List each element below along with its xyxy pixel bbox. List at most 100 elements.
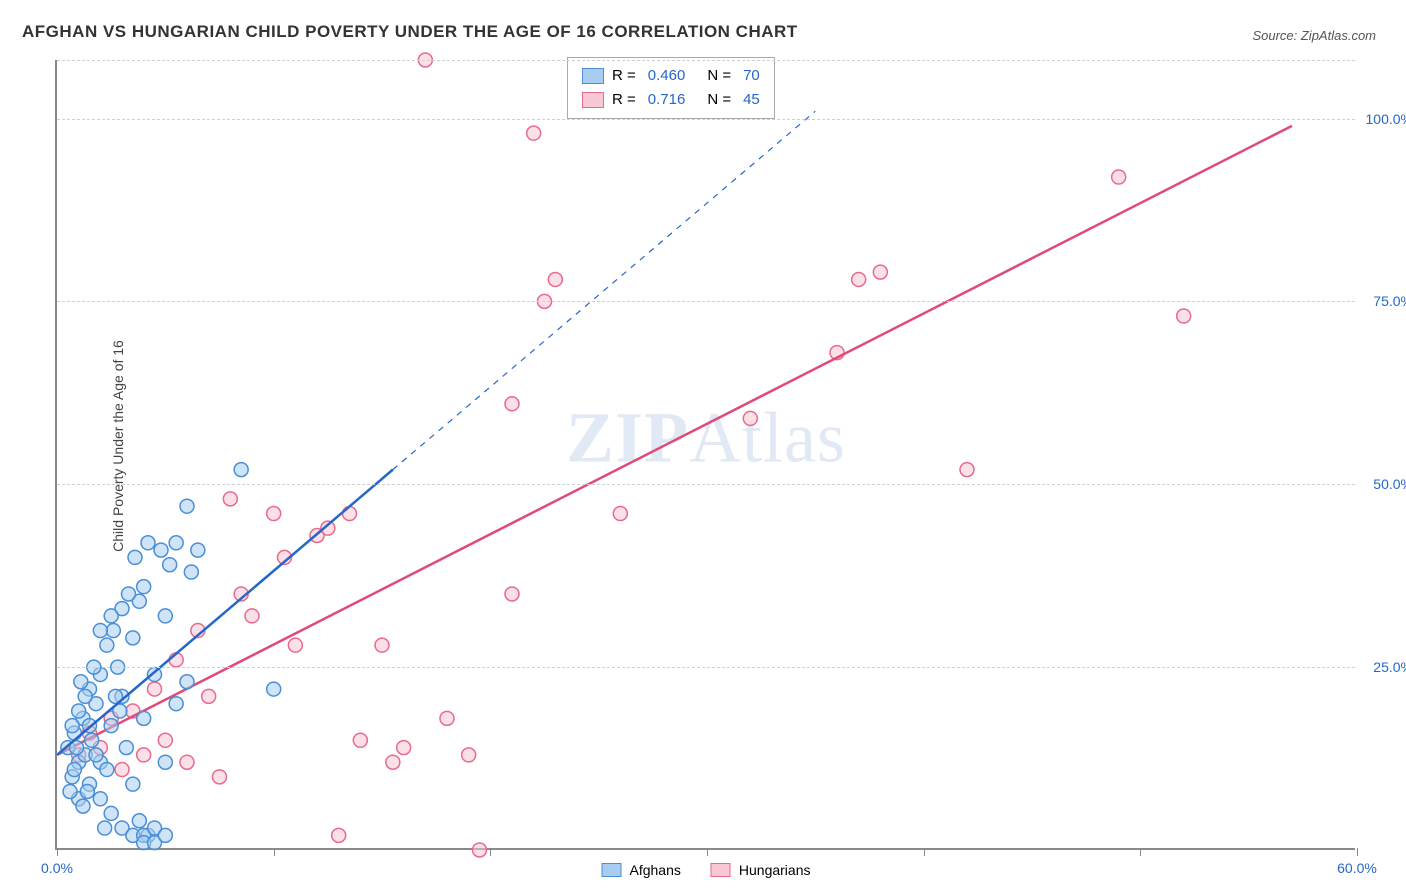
x-tick-label: 60.0% [1337,860,1377,876]
scatter-point-afghans [158,609,172,623]
scatter-point-hungarians [743,411,757,425]
scatter-point-afghans [63,784,77,798]
scatter-point-afghans [78,689,92,703]
scatter-point-afghans [100,638,114,652]
scatter-point-afghans [85,733,99,747]
swatch-hungarians-icon [582,92,604,108]
scatter-point-hungarians [505,397,519,411]
scatter-point-hungarians [873,265,887,279]
scatter-point-afghans [169,697,183,711]
x-tick [1357,848,1358,856]
gridline [57,301,1355,302]
scatter-point-hungarians [158,733,172,747]
scatter-point-hungarians [548,272,562,286]
scatter-point-hungarians [343,507,357,521]
scatter-point-afghans [104,609,118,623]
trend-line-hungarians [57,126,1292,755]
swatch-afghans-icon [602,863,622,877]
scatter-point-afghans [128,550,142,564]
r-value-hungarians: 0.716 [648,88,686,112]
scatter-point-hungarians [267,507,281,521]
scatter-point-hungarians [527,126,541,140]
scatter-point-afghans [65,719,79,733]
scatter-point-afghans [137,711,151,725]
scatter-point-afghans [132,814,146,828]
scatter-svg [57,60,1355,848]
x-tick [57,848,58,856]
scatter-point-afghans [93,624,107,638]
legend-item-hungarians: Hungarians [711,862,811,878]
scatter-point-hungarians [1177,309,1191,323]
legend-label-hungarians: Hungarians [739,862,811,878]
scatter-point-hungarians [223,492,237,506]
scatter-point-afghans [163,558,177,572]
scatter-point-afghans [267,682,281,696]
scatter-point-afghans [100,763,114,777]
scatter-point-afghans [191,543,205,557]
scatter-point-afghans [234,463,248,477]
y-tick-label: 50.0% [1373,476,1406,492]
scatter-point-hungarians [137,748,151,762]
scatter-point-hungarians [852,272,866,286]
scatter-point-hungarians [288,638,302,652]
x-tick [274,848,275,856]
scatter-point-hungarians [960,463,974,477]
scatter-point-afghans [89,748,103,762]
scatter-point-afghans [93,792,107,806]
scatter-point-hungarians [245,609,259,623]
scatter-point-afghans [80,784,94,798]
x-tick-label: 0.0% [41,860,73,876]
scatter-point-hungarians [180,755,194,769]
scatter-point-afghans [122,587,136,601]
chart-title: AFGHAN VS HUNGARIAN CHILD POVERTY UNDER … [22,22,798,42]
scatter-point-afghans [158,755,172,769]
scatter-point-afghans [76,799,90,813]
scatter-point-afghans [169,536,183,550]
swatch-hungarians-icon [711,863,731,877]
x-tick [1140,848,1141,856]
scatter-point-hungarians [440,711,454,725]
scatter-point-afghans [72,704,86,718]
scatter-point-afghans [106,624,120,638]
scatter-point-hungarians [386,755,400,769]
legend-item-afghans: Afghans [602,862,681,878]
swatch-afghans-icon [582,68,604,84]
legend-label-afghans: Afghans [630,862,681,878]
scatter-point-afghans [74,675,88,689]
scatter-point-hungarians [202,689,216,703]
x-tick [924,848,925,856]
y-tick-label: 75.0% [1373,293,1406,309]
scatter-point-afghans [126,777,140,791]
scatter-point-afghans [158,828,172,842]
scatter-point-hungarians [462,748,476,762]
legend-row-afghans: R = 0.460 N = 70 [582,64,760,88]
legend-row-hungarians: R = 0.716 N = 45 [582,88,760,112]
n-value-hungarians: 45 [743,88,760,112]
scatter-point-hungarians [375,638,389,652]
scatter-point-afghans [141,536,155,550]
scatter-point-hungarians [115,763,129,777]
y-tick-label: 25.0% [1373,659,1406,675]
series-legend: Afghans Hungarians [602,862,811,878]
chart-container: AFGHAN VS HUNGARIAN CHILD POVERTY UNDER … [0,0,1406,892]
scatter-point-hungarians [148,682,162,696]
gridline [57,60,1355,61]
x-tick [490,848,491,856]
scatter-point-afghans [67,763,81,777]
scatter-point-afghans [126,631,140,645]
scatter-point-hungarians [613,507,627,521]
correlation-legend: R = 0.460 N = 70 R = 0.716 N = 45 [567,57,775,119]
scatter-point-hungarians [505,587,519,601]
scatter-point-afghans [104,806,118,820]
scatter-point-afghans [98,821,112,835]
n-label: N = [707,64,731,88]
scatter-point-hungarians [1112,170,1126,184]
r-value-afghans: 0.460 [648,64,686,88]
r-label: R = [612,88,636,112]
source-label: Source: ZipAtlas.com [1252,28,1376,43]
r-label: R = [612,64,636,88]
scatter-point-afghans [184,565,198,579]
scatter-point-afghans [137,580,151,594]
gridline [57,667,1355,668]
gridline [57,484,1355,485]
